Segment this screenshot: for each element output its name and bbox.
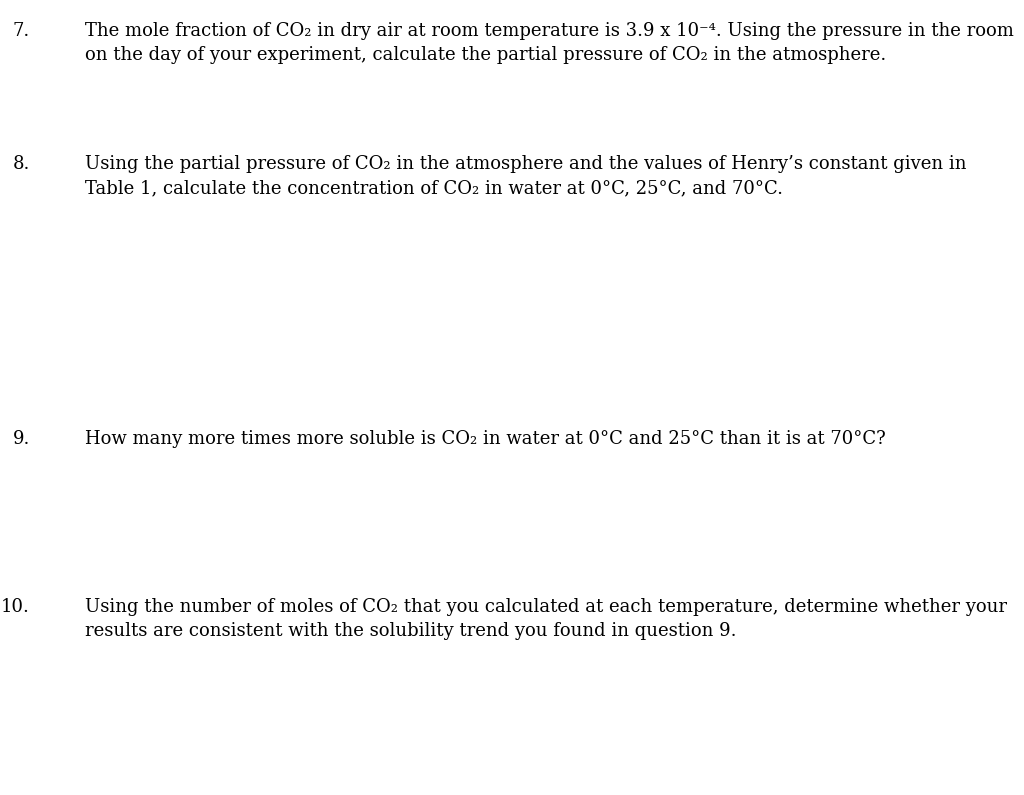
Text: on the day of your experiment, calculate the partial pressure of CO₂ in the atmo: on the day of your experiment, calculate…: [85, 46, 886, 64]
Text: 8.: 8.: [12, 155, 30, 173]
Text: 9.: 9.: [12, 430, 30, 448]
Text: Using the partial pressure of CO₂ in the atmosphere and the values of Henry’s co: Using the partial pressure of CO₂ in the…: [85, 155, 967, 173]
Text: 10.: 10.: [1, 598, 30, 616]
Text: How many more times more soluble is CO₂ in water at 0°C and 25°C than it is at 7: How many more times more soluble is CO₂ …: [85, 430, 886, 448]
Text: Using the number of moles of CO₂ that you calculated at each temperature, determ: Using the number of moles of CO₂ that yo…: [85, 598, 1007, 616]
Text: 7.: 7.: [12, 22, 30, 40]
Text: Table 1, calculate the concentration of CO₂ in water at 0°C, 25°C, and 70°C.: Table 1, calculate the concentration of …: [85, 179, 783, 197]
Text: results are consistent with the solubility trend you found in question 9.: results are consistent with the solubili…: [85, 622, 736, 640]
Text: The mole fraction of CO₂ in dry air at room temperature is 3.9 x 10⁻⁴. Using the: The mole fraction of CO₂ in dry air at r…: [85, 22, 1014, 40]
